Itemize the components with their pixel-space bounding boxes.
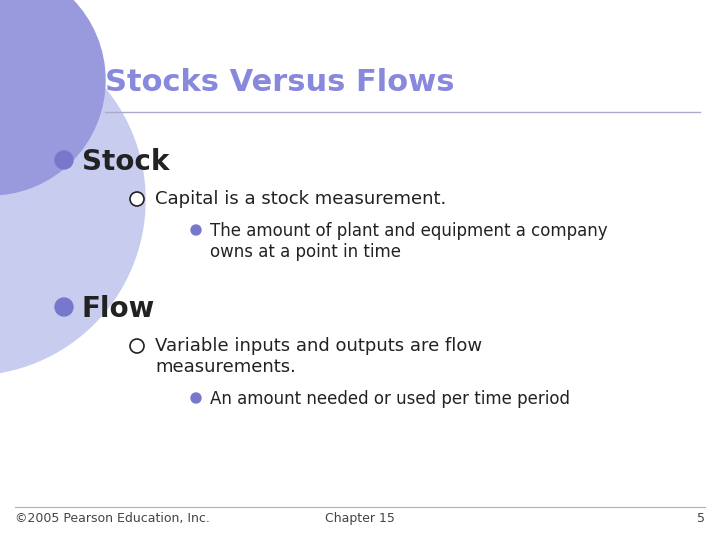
Text: Chapter 15: Chapter 15 bbox=[325, 512, 395, 525]
Text: The amount of plant and equipment a company
owns at a point in time: The amount of plant and equipment a comp… bbox=[210, 222, 608, 261]
Circle shape bbox=[191, 225, 201, 235]
Text: Stock: Stock bbox=[82, 148, 169, 176]
Circle shape bbox=[55, 298, 73, 316]
Text: An amount needed or used per time period: An amount needed or used per time period bbox=[210, 390, 570, 408]
Circle shape bbox=[0, 25, 145, 375]
Circle shape bbox=[130, 339, 144, 353]
Text: Variable inputs and outputs are flow
measurements.: Variable inputs and outputs are flow mea… bbox=[155, 337, 482, 376]
Text: Flow: Flow bbox=[82, 295, 156, 323]
Circle shape bbox=[191, 393, 201, 403]
Text: Capital is a stock measurement.: Capital is a stock measurement. bbox=[155, 190, 446, 208]
Circle shape bbox=[55, 151, 73, 169]
Text: ©2005 Pearson Education, Inc.: ©2005 Pearson Education, Inc. bbox=[15, 512, 210, 525]
Circle shape bbox=[0, 0, 105, 195]
Circle shape bbox=[130, 192, 144, 206]
Text: 5: 5 bbox=[697, 512, 705, 525]
Text: Stocks Versus Flows: Stocks Versus Flows bbox=[105, 68, 454, 97]
